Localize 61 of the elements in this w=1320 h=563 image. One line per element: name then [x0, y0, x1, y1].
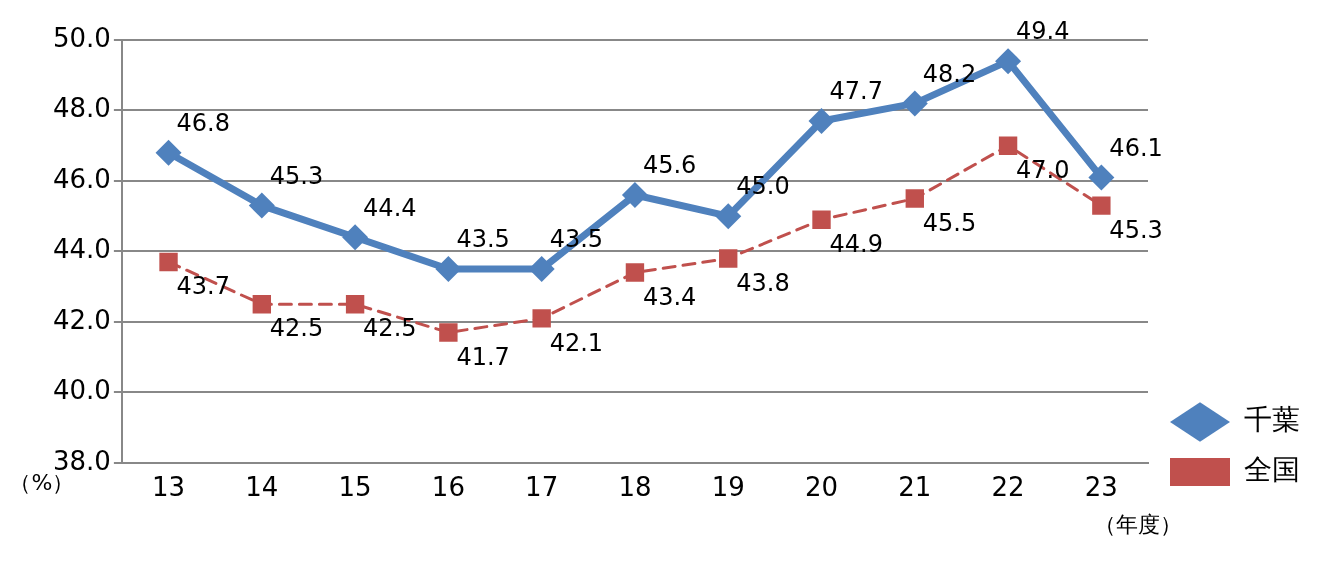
- point: [155, 139, 182, 166]
- y-tick-label: 50.0: [53, 22, 111, 53]
- point: [252, 295, 272, 314]
- data-label: 43.7: [176, 272, 230, 301]
- data-label: 44.4: [363, 193, 417, 222]
- point: [248, 192, 275, 219]
- data-label: 45.5: [922, 208, 977, 237]
- data-label: 42.5: [363, 314, 417, 343]
- data-label: 44.9: [829, 229, 883, 258]
- data-label: 46.1: [1109, 133, 1163, 162]
- x-tick-label: 23: [1084, 472, 1118, 503]
- point: [621, 182, 648, 209]
- x-axis-title: （年度）: [1094, 511, 1182, 537]
- x-tick-label: 15: [338, 472, 372, 503]
- x-tick-label: 17: [525, 472, 559, 503]
- point: [159, 252, 178, 272]
- point: [905, 189, 924, 208]
- x-tick-label: 18: [618, 472, 652, 503]
- data-label: 46.8: [176, 108, 230, 137]
- data-label: 47.0: [1016, 155, 1070, 184]
- legend-label: 千葉: [1244, 403, 1300, 437]
- data-label: 43.5: [456, 225, 510, 254]
- point: [625, 263, 645, 282]
- data-label: 45.6: [642, 151, 697, 180]
- legend-label: 全国: [1244, 453, 1300, 487]
- y-tick-label: 44.0: [53, 234, 111, 265]
- data-label: 42.1: [549, 328, 604, 357]
- data-label: 42.5: [269, 314, 324, 343]
- x-tick-label: 21: [898, 472, 932, 503]
- point: [715, 203, 742, 230]
- y-tick-label: 42.0: [53, 304, 111, 335]
- point: [995, 48, 1022, 75]
- x-tick-label: 19: [711, 472, 745, 503]
- x-tick-label: 16: [431, 472, 465, 503]
- y-tick-label: 46.0: [53, 163, 111, 194]
- y-tick-label: 40.0: [53, 375, 111, 406]
- data-label: 47.7: [829, 77, 883, 106]
- point: [1088, 164, 1115, 191]
- data-label: 49.4: [1016, 17, 1070, 46]
- x-tick-label: 20: [804, 472, 839, 503]
- point: [532, 309, 551, 328]
- x-tick-label: 14: [245, 472, 279, 503]
- point: [342, 224, 369, 251]
- data-label: 41.7: [456, 342, 510, 371]
- data-label: 45.3: [1109, 215, 1163, 244]
- point: [808, 108, 835, 135]
- data-label: 43.8: [736, 268, 790, 297]
- y-tick-label: 48.0: [53, 93, 111, 124]
- point: [998, 136, 1018, 155]
- x-tick-label: 13: [151, 472, 186, 503]
- point: [1092, 196, 1111, 215]
- x-tick-label: 22: [991, 472, 1025, 503]
- point: [345, 295, 365, 314]
- data-label: 43.4: [642, 282, 697, 311]
- data-label: 48.2: [922, 59, 977, 88]
- point: [435, 256, 462, 283]
- point: [719, 249, 738, 268]
- data-label: 45.3: [269, 161, 324, 190]
- point: [439, 323, 458, 342]
- point: [901, 90, 928, 117]
- point: [812, 210, 831, 229]
